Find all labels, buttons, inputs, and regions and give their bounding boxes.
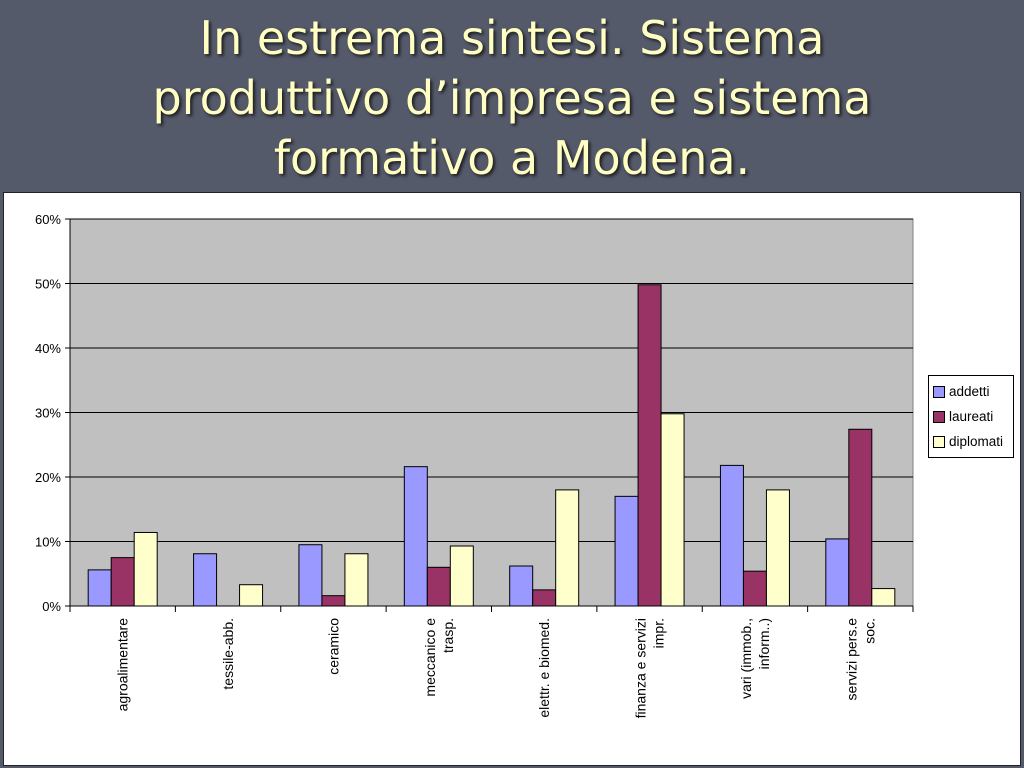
x-category-label: soc. xyxy=(861,618,877,644)
bar-diplomati xyxy=(871,588,896,607)
bar-addetti xyxy=(298,544,323,607)
bar-addetti xyxy=(193,553,218,607)
bar-laureati xyxy=(321,595,346,607)
slide-title: In estrema sintesi. Sistema produttivo d… xyxy=(0,0,1024,192)
bar-laureati xyxy=(532,589,557,607)
x-category-label: trasp. xyxy=(440,618,456,653)
legend-label: diplomati xyxy=(949,434,1004,449)
bar-addetti xyxy=(87,569,112,607)
bar-laureati xyxy=(426,566,451,607)
bar-diplomati xyxy=(660,413,685,607)
bar-laureati xyxy=(848,428,873,607)
bar-laureati xyxy=(742,570,767,607)
y-tick-label: 0% xyxy=(42,599,61,614)
bar-diplomati xyxy=(449,545,474,607)
x-category-label: impr. xyxy=(651,618,667,648)
bar-addetti xyxy=(614,495,639,607)
legend-swatch xyxy=(933,435,945,448)
legend-label: laureati xyxy=(949,409,994,424)
x-category-label: tessile-abb. xyxy=(220,618,236,690)
legend-swatch xyxy=(933,410,945,423)
bar-laureati xyxy=(637,284,662,607)
bar-laureati xyxy=(110,557,135,607)
bar-diplomati xyxy=(765,489,790,607)
legend-swatch xyxy=(933,385,945,398)
x-category-label: meccanico e xyxy=(422,618,438,697)
legend-item-diplomati: diplomati xyxy=(933,429,1011,454)
bar-chart: 0% 10% 20% 30% 40% 50% 60% agroalimentare tessil… xyxy=(35,212,914,718)
chart-legend: addetti laureati diplomati xyxy=(928,375,1014,458)
legend-item-addetti: addetti xyxy=(933,379,1011,404)
y-tick-label: 60% xyxy=(35,212,61,227)
x-category-label: elettr. e biomed. xyxy=(536,618,552,718)
bar-diplomati xyxy=(555,489,580,607)
x-category-label: vari (immob., xyxy=(738,618,754,699)
bar-addetti xyxy=(719,464,744,607)
x-category-label: ceramico xyxy=(325,618,341,675)
chart-panel: 0% 10% 20% 30% 40% 50% 60% agroalimentare tessil… xyxy=(3,192,1021,766)
slide-title-text: In estrema sintesi. Sistema produttivo d… xyxy=(152,11,872,185)
bar-addetti xyxy=(509,565,534,607)
bar-addetti xyxy=(825,538,850,607)
legend-label: addetti xyxy=(949,384,990,399)
x-category-label: finanza e servizi xyxy=(633,618,649,718)
bar-diplomati xyxy=(133,531,158,607)
bar-addetti xyxy=(403,466,428,607)
bar-diplomati xyxy=(344,553,369,607)
x-category-label: agroalimentare xyxy=(115,618,131,712)
x-category-label: servizi pers.e xyxy=(843,618,859,701)
y-tick-label: 30% xyxy=(35,406,61,421)
y-tick-label: 20% xyxy=(35,470,61,485)
y-tick-label: 50% xyxy=(35,277,61,292)
x-category-label: inform..) xyxy=(756,618,772,669)
legend-item-laureati: laureati xyxy=(933,404,1011,429)
y-tick-label: 40% xyxy=(35,341,61,356)
bar-diplomati xyxy=(239,584,264,607)
y-tick-label: 10% xyxy=(35,535,61,550)
